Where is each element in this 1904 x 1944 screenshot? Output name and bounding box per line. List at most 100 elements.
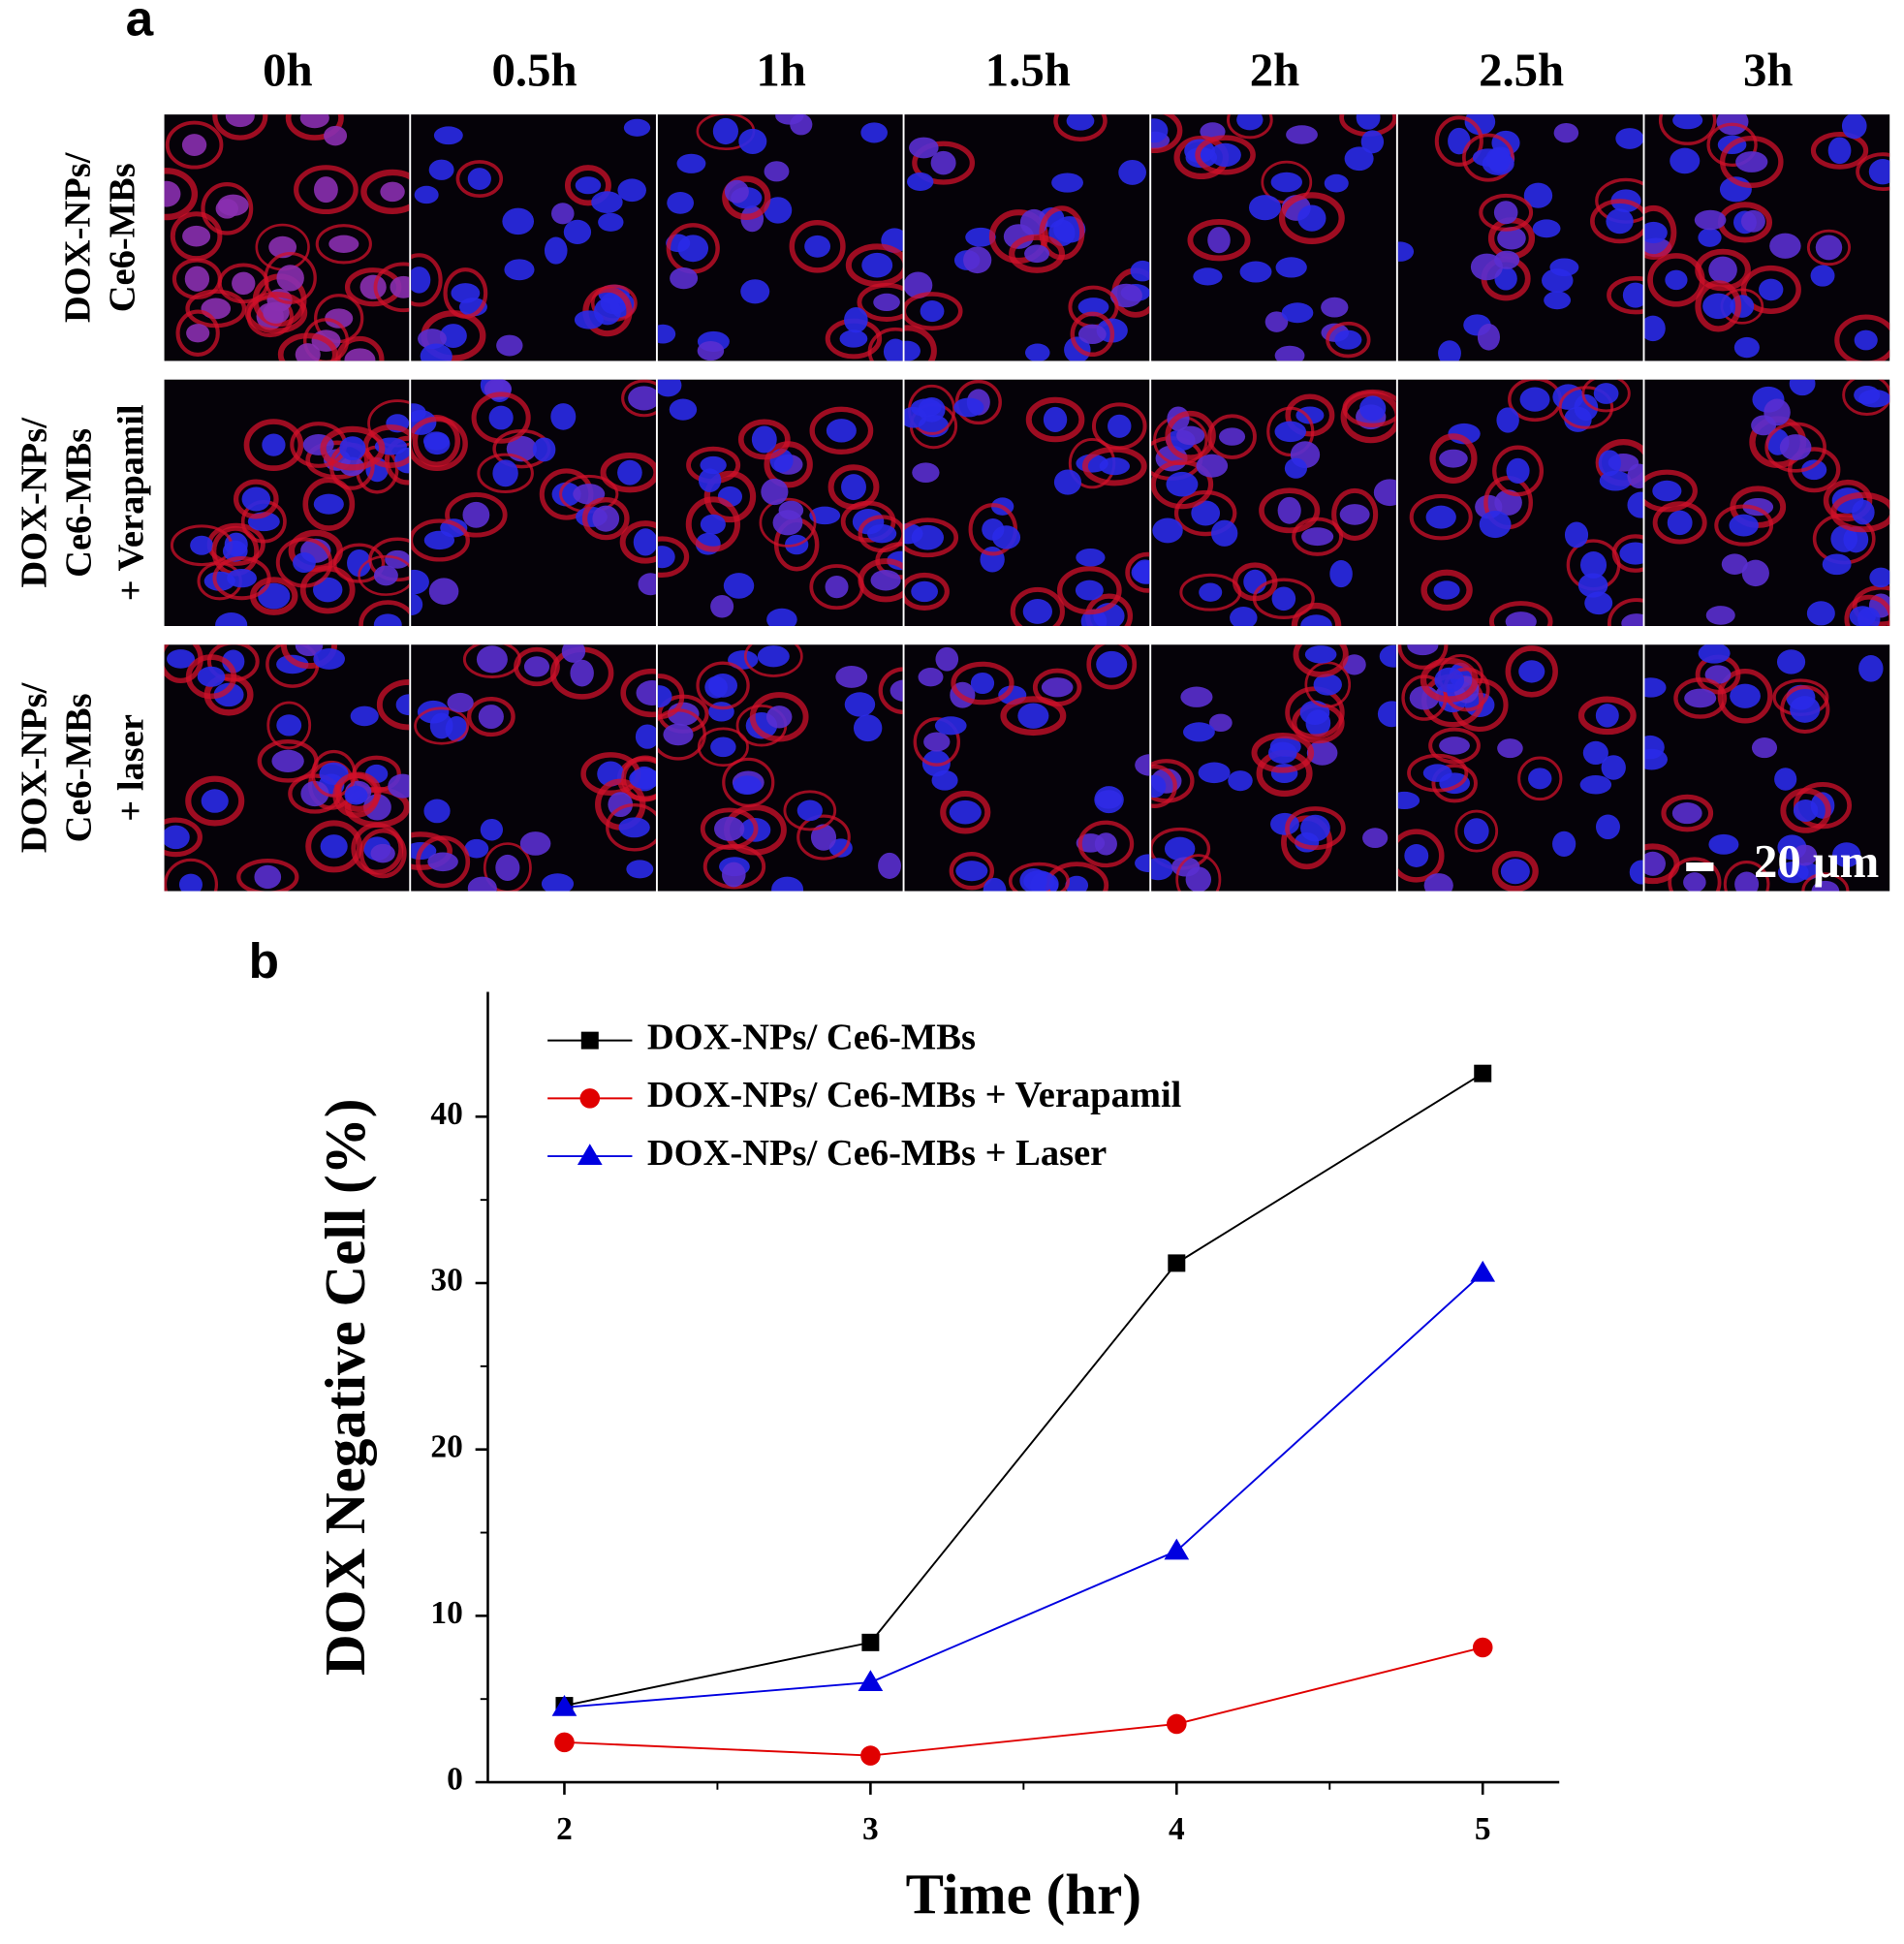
nucleus <box>1730 683 1761 708</box>
nucleus <box>841 474 866 501</box>
nucleus <box>853 714 883 742</box>
nucleus <box>215 612 248 626</box>
cytoplasm <box>1462 133 1514 182</box>
cytoplasm <box>445 492 508 538</box>
nucleus <box>970 672 995 695</box>
nucleus <box>1344 146 1374 172</box>
nucleus <box>164 825 190 850</box>
cytoplasm <box>1823 479 1873 522</box>
nucleus <box>1299 700 1330 725</box>
nucleus <box>1017 703 1049 729</box>
nucleus <box>1199 582 1223 602</box>
nucleus <box>1208 713 1233 733</box>
nucleus <box>427 852 458 872</box>
nucleus <box>420 343 453 361</box>
micrograph <box>1644 644 1890 892</box>
nucleus <box>1359 395 1387 422</box>
legend-marker <box>577 1144 603 1166</box>
cells <box>1151 389 1396 626</box>
cytoplasm <box>1420 569 1473 611</box>
micrograph <box>1151 114 1396 361</box>
nucleus <box>1166 471 1199 497</box>
nucleus <box>983 877 1007 892</box>
x-tick-label: 2 <box>556 1811 573 1847</box>
cytoplasm <box>1151 459 1214 510</box>
nucleus <box>710 737 736 758</box>
micrograph <box>657 114 903 361</box>
marker <box>1474 1064 1492 1082</box>
cytoplasm <box>749 692 809 742</box>
nucleus <box>1497 738 1523 759</box>
cytoplasm <box>275 537 333 588</box>
cytoplasm <box>164 168 199 221</box>
cells <box>657 114 903 361</box>
cytoplasm <box>281 644 337 670</box>
nucleus <box>1301 527 1334 547</box>
nucleus <box>467 876 497 892</box>
nucleus <box>1404 844 1429 867</box>
nucleus <box>532 437 556 462</box>
nucleus <box>667 191 695 214</box>
nucleus <box>1434 667 1465 693</box>
nucleus <box>911 580 938 603</box>
nucleus <box>186 324 210 343</box>
cytoplasm <box>1719 135 1784 189</box>
nucleus <box>1373 479 1396 507</box>
nucleus <box>1841 114 1867 140</box>
nucleus <box>390 275 410 298</box>
cytoplasm <box>1056 566 1122 615</box>
cells <box>1151 644 1396 892</box>
nucleus <box>423 432 451 455</box>
cells <box>913 644 1150 892</box>
nucleus <box>225 114 255 128</box>
cytoplasm <box>332 772 380 818</box>
cytoplasm <box>1434 115 1483 167</box>
cytoplasm <box>1661 794 1714 832</box>
nucleus <box>825 575 849 599</box>
cytoplasm <box>809 406 874 455</box>
nucleus <box>1151 774 1167 799</box>
nucleus <box>809 506 841 525</box>
nucleus <box>992 525 1021 549</box>
nucleus <box>1439 449 1468 468</box>
cytoplasm <box>217 263 269 304</box>
cytoplasm <box>1008 862 1071 892</box>
micrograph <box>1397 114 1643 361</box>
nucleus <box>550 403 577 430</box>
nucleus <box>1683 872 1706 892</box>
nucleus <box>1196 454 1229 478</box>
nucleus <box>1505 611 1537 626</box>
row-label: DOX-NPs/ <box>14 681 54 853</box>
nucleus <box>1152 517 1183 544</box>
nucleus <box>918 668 944 687</box>
column-header: 2h <box>1250 44 1300 96</box>
micrograph <box>1644 379 1890 626</box>
cytoplasm <box>320 425 386 471</box>
cytoplasm <box>302 318 350 361</box>
scale-bar <box>1686 862 1714 871</box>
nucleus <box>1228 770 1253 792</box>
nucleus <box>826 419 857 443</box>
nucleus <box>1777 861 1809 884</box>
nucleus <box>1493 201 1518 225</box>
nucleus <box>320 834 348 859</box>
cytoplasm <box>759 497 817 548</box>
cytoplasm <box>1397 829 1445 883</box>
nucleus <box>1423 873 1453 892</box>
nucleus <box>676 153 706 173</box>
nucleus <box>1810 265 1835 287</box>
cytoplasm <box>302 477 356 531</box>
nucleus <box>1324 173 1349 193</box>
nucleus <box>657 379 682 397</box>
nucleus <box>411 267 431 294</box>
micrograph <box>1644 114 1890 361</box>
cytoplasm <box>940 790 991 834</box>
nucleus <box>890 679 903 702</box>
nucleus <box>1108 414 1132 438</box>
nucleus <box>930 150 956 175</box>
cytoplasm <box>1010 586 1065 626</box>
nucleus <box>1735 151 1768 172</box>
nucleus <box>1644 851 1666 876</box>
cytoplasm <box>581 497 630 541</box>
nucleus <box>563 219 592 244</box>
